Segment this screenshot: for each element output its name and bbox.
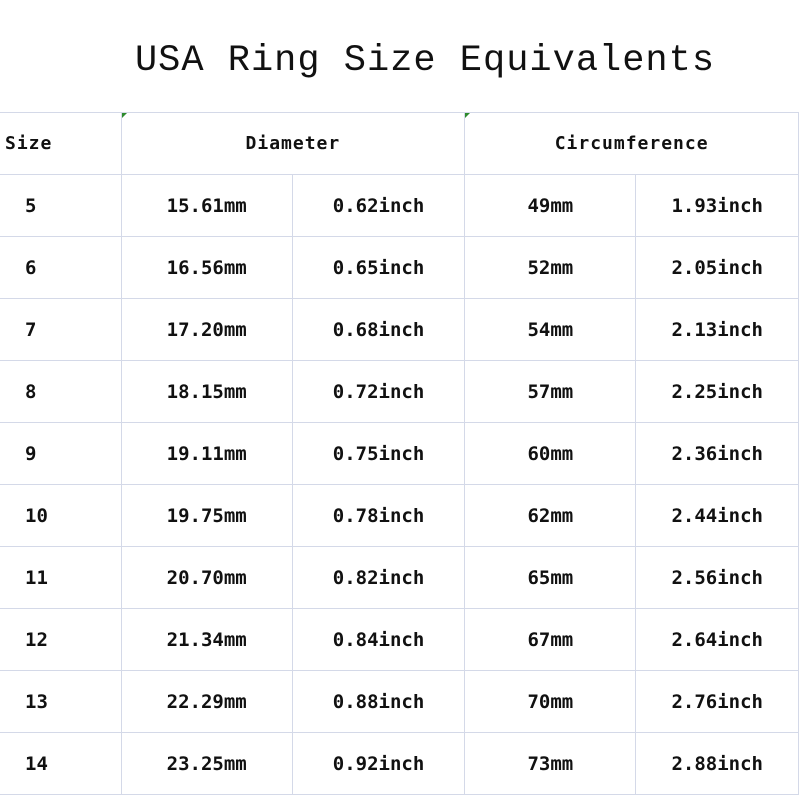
size-cell: 12 (0, 608, 122, 671)
table-row: 12 21.34mm 0.84inch 67mm 2.64inch (0, 608, 799, 671)
circumference-inch-cell: 2.56inch (635, 546, 799, 609)
size-cell: 13 (0, 670, 122, 733)
circumference-mm-cell: 60mm (464, 422, 637, 485)
header-circumference: Circumference (464, 112, 799, 175)
size-cell: 8 (0, 360, 122, 423)
table-row: 11 20.70mm 0.82inch 65mm 2.56inch (0, 546, 799, 609)
size-cell: 5 (0, 174, 122, 237)
diameter-mm-cell: 21.34mm (120, 608, 293, 671)
table-row: 10 19.75mm 0.78inch 62mm 2.44inch (0, 484, 799, 547)
circumference-inch-cell: 2.88inch (635, 732, 799, 795)
diameter-mm-cell: 23.25mm (120, 732, 293, 795)
circumference-mm-cell: 57mm (464, 360, 637, 423)
circumference-mm-cell: 65mm (464, 546, 637, 609)
size-cell: 10 (0, 484, 122, 547)
circumference-inch-cell: 2.36inch (635, 422, 799, 485)
circumference-mm-cell: 49mm (464, 174, 637, 237)
circumference-mm-cell: 62mm (464, 484, 637, 547)
table-row: 9 19.11mm 0.75inch 60mm 2.36inch (0, 422, 799, 485)
diameter-inch-cell: 0.84inch (291, 608, 466, 671)
page-title: USA Ring Size Equivalents (134, 40, 716, 82)
table-row: 6 16.56mm 0.65inch 52mm 2.05inch (0, 236, 799, 299)
circumference-mm-cell: 52mm (464, 236, 637, 299)
diameter-inch-cell: 0.82inch (291, 546, 466, 609)
diameter-mm-cell: 18.15mm (120, 360, 293, 423)
table-row: 13 22.29mm 0.88inch 70mm 2.76inch (0, 670, 799, 733)
header-diameter: Diameter (120, 112, 466, 175)
diameter-inch-cell: 0.68inch (291, 298, 466, 361)
header-diameter-label: Diameter (245, 133, 341, 154)
comment-marker-icon (465, 113, 471, 118)
diameter-mm-cell: 17.20mm (120, 298, 293, 361)
comment-marker-icon (121, 113, 127, 118)
circumference-mm-cell: 70mm (464, 670, 637, 733)
circumference-mm-cell: 54mm (464, 298, 637, 361)
size-cell: 14 (0, 732, 122, 795)
circumference-inch-cell: 2.44inch (635, 484, 799, 547)
circumference-inch-cell: 2.25inch (635, 360, 799, 423)
diameter-mm-cell: 16.56mm (120, 236, 293, 299)
size-cell: 11 (0, 546, 122, 609)
circumference-inch-cell: 2.13inch (635, 298, 799, 361)
diameter-mm-cell: 15.61mm (120, 174, 293, 237)
diameter-inch-cell: 0.92inch (291, 732, 466, 795)
header-size: Size (0, 112, 122, 175)
diameter-mm-cell: 19.11mm (120, 422, 293, 485)
circumference-inch-cell: 2.64inch (635, 608, 799, 671)
diameter-mm-cell: 20.70mm (120, 546, 293, 609)
diameter-inch-cell: 0.72inch (291, 360, 466, 423)
circumference-mm-cell: 73mm (464, 732, 637, 795)
size-cell: 6 (0, 236, 122, 299)
circumference-inch-cell: 1.93inch (635, 174, 799, 237)
circumference-inch-cell: 2.76inch (635, 670, 799, 733)
diameter-inch-cell: 0.88inch (291, 670, 466, 733)
header-row: Size Diameter Circumference (0, 112, 799, 175)
table-row: 8 18.15mm 0.72inch 57mm 2.25inch (0, 360, 799, 423)
diameter-mm-cell: 19.75mm (120, 484, 293, 547)
header-circumference-label: Circumference (554, 133, 709, 154)
table-row: 14 23.25mm 0.92inch 73mm 2.88inch (0, 732, 799, 795)
circumference-inch-cell: 2.05inch (635, 236, 799, 299)
circumference-mm-cell: 67mm (464, 608, 637, 671)
table-row: 5 15.61mm 0.62inch 49mm 1.93inch (0, 174, 799, 237)
diameter-inch-cell: 0.75inch (291, 422, 466, 485)
size-cell: 7 (0, 298, 122, 361)
ring-size-table: Size Diameter Circumference 5 15.61mm 0.62… (0, 112, 799, 795)
size-cell: 9 (0, 422, 122, 485)
table-row: 7 17.20mm 0.68inch 54mm 2.13inch (0, 298, 799, 361)
diameter-inch-cell: 0.65inch (291, 236, 466, 299)
diameter-mm-cell: 22.29mm (120, 670, 293, 733)
diameter-inch-cell: 0.62inch (291, 174, 466, 237)
diameter-inch-cell: 0.78inch (291, 484, 466, 547)
